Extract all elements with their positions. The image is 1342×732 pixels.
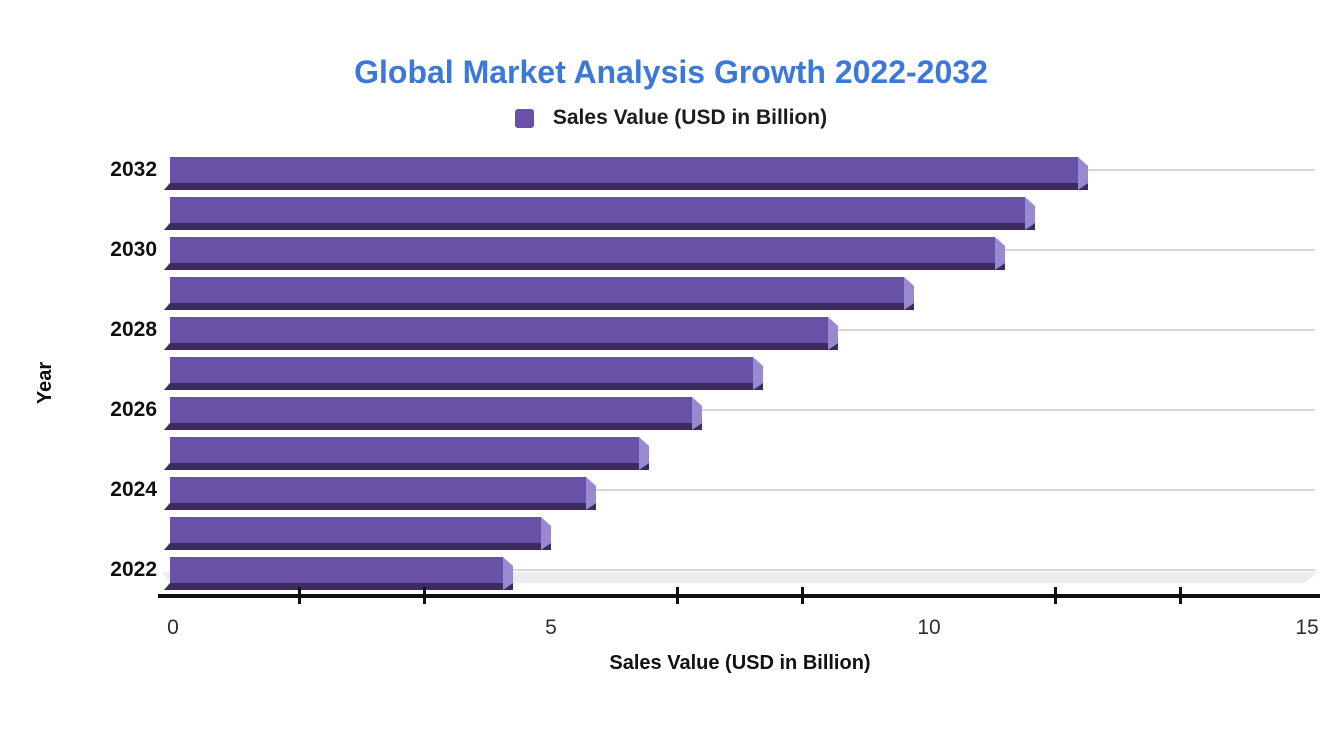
legend-label: Sales Value (USD in Billion)	[552, 106, 828, 129]
x-axis-title: Sales Value (USD in Billion)	[609, 652, 871, 674]
bar-2022	[164, 557, 513, 590]
bar-2028	[164, 317, 838, 350]
gridline-2022	[173, 569, 1315, 571]
bar-face-2026	[170, 397, 692, 423]
bar-cap-2028	[828, 317, 838, 350]
legend: Sales Value (USD in Billion)	[0, 102, 1342, 134]
bar-2029	[164, 277, 914, 310]
x-axis-tick	[1179, 587, 1183, 604]
bar-shadow-2032	[164, 183, 1088, 190]
bar-shadow-2029	[164, 303, 914, 310]
bar-face-2029	[170, 277, 904, 303]
x-axis-line	[158, 594, 1320, 598]
bar-cap-2027	[753, 357, 763, 390]
gridline-2026	[173, 409, 1315, 411]
x-axis-tick	[801, 587, 805, 604]
bar-face-2030	[170, 237, 995, 263]
bar-face-2027	[170, 357, 753, 383]
bar-face-2032	[170, 157, 1078, 183]
bar-cap-2026	[692, 397, 702, 430]
bar-2027	[164, 357, 763, 390]
bar-2023	[164, 517, 551, 550]
chart-title: Global Market Analysis Growth 2022-2032	[354, 54, 988, 90]
bar-cap-2022	[503, 557, 513, 590]
bar-face-2031	[170, 197, 1025, 223]
bar-shadow-2023	[164, 543, 551, 550]
x-axis-tick	[1053, 587, 1057, 604]
bar-shadow-2025	[164, 463, 649, 470]
bar-shadow-2024	[164, 503, 596, 510]
y-tick-label-2026: 2026	[110, 398, 157, 421]
x-tick-label-5: 5	[545, 616, 557, 639]
gridline-2024	[173, 489, 1315, 491]
bar-2032	[164, 157, 1088, 190]
bar-face-2023	[170, 517, 541, 543]
bar-cap-2023	[541, 517, 551, 550]
y-tick-label-2030: 2030	[110, 238, 157, 261]
y-tick-label-2022: 2022	[110, 558, 157, 581]
bar-face-2028	[170, 317, 828, 343]
y-tick-label-2024: 2024	[110, 478, 157, 501]
y-tick-label-2032: 2032	[110, 158, 157, 181]
bar-face-2024	[170, 477, 586, 503]
x-tick-label-10: 10	[917, 616, 941, 639]
bar-shadow-2026	[164, 423, 702, 430]
bar-2026	[164, 397, 702, 430]
bar-2025	[164, 437, 649, 470]
bar-cap-2029	[904, 277, 914, 310]
bar-2030	[164, 237, 1005, 270]
bar-shadow-2027	[164, 383, 763, 390]
x-axis-tick	[297, 587, 301, 604]
bar-cap-2030	[995, 237, 1005, 270]
y-tick-label-2028: 2028	[110, 318, 157, 341]
bar-cap-2032	[1078, 157, 1088, 190]
bar-face-2022	[170, 557, 503, 583]
x-tick-label-0: 0	[167, 616, 179, 639]
bar-shadow-2030	[164, 263, 1005, 270]
legend-swatch-icon	[514, 108, 534, 128]
x-tick-label-15: 15	[1295, 616, 1319, 639]
bar-2031	[164, 197, 1035, 230]
x-axis-tick	[675, 587, 679, 604]
bar-shadow-2022	[164, 583, 513, 590]
bar-2024	[164, 477, 596, 510]
bar-face-2025	[170, 437, 639, 463]
baseline-band	[162, 572, 1318, 583]
bar-cap-2031	[1025, 197, 1035, 230]
bar-shadow-2031	[164, 223, 1035, 230]
bar-cap-2024	[586, 477, 596, 510]
x-axis-tick	[423, 587, 427, 604]
bar-cap-2025	[639, 437, 649, 470]
bar-shadow-2028	[164, 343, 838, 350]
